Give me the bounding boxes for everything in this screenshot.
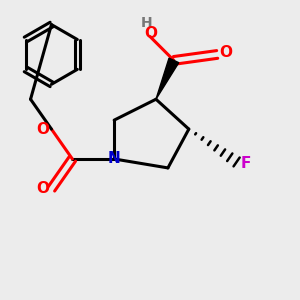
Text: O: O xyxy=(144,26,158,41)
Polygon shape xyxy=(156,58,179,99)
Text: O: O xyxy=(36,181,49,196)
Text: O: O xyxy=(220,46,232,61)
Text: O: O xyxy=(36,122,49,136)
Text: H: H xyxy=(141,16,153,30)
Text: F: F xyxy=(240,156,251,171)
Text: N: N xyxy=(108,152,121,166)
